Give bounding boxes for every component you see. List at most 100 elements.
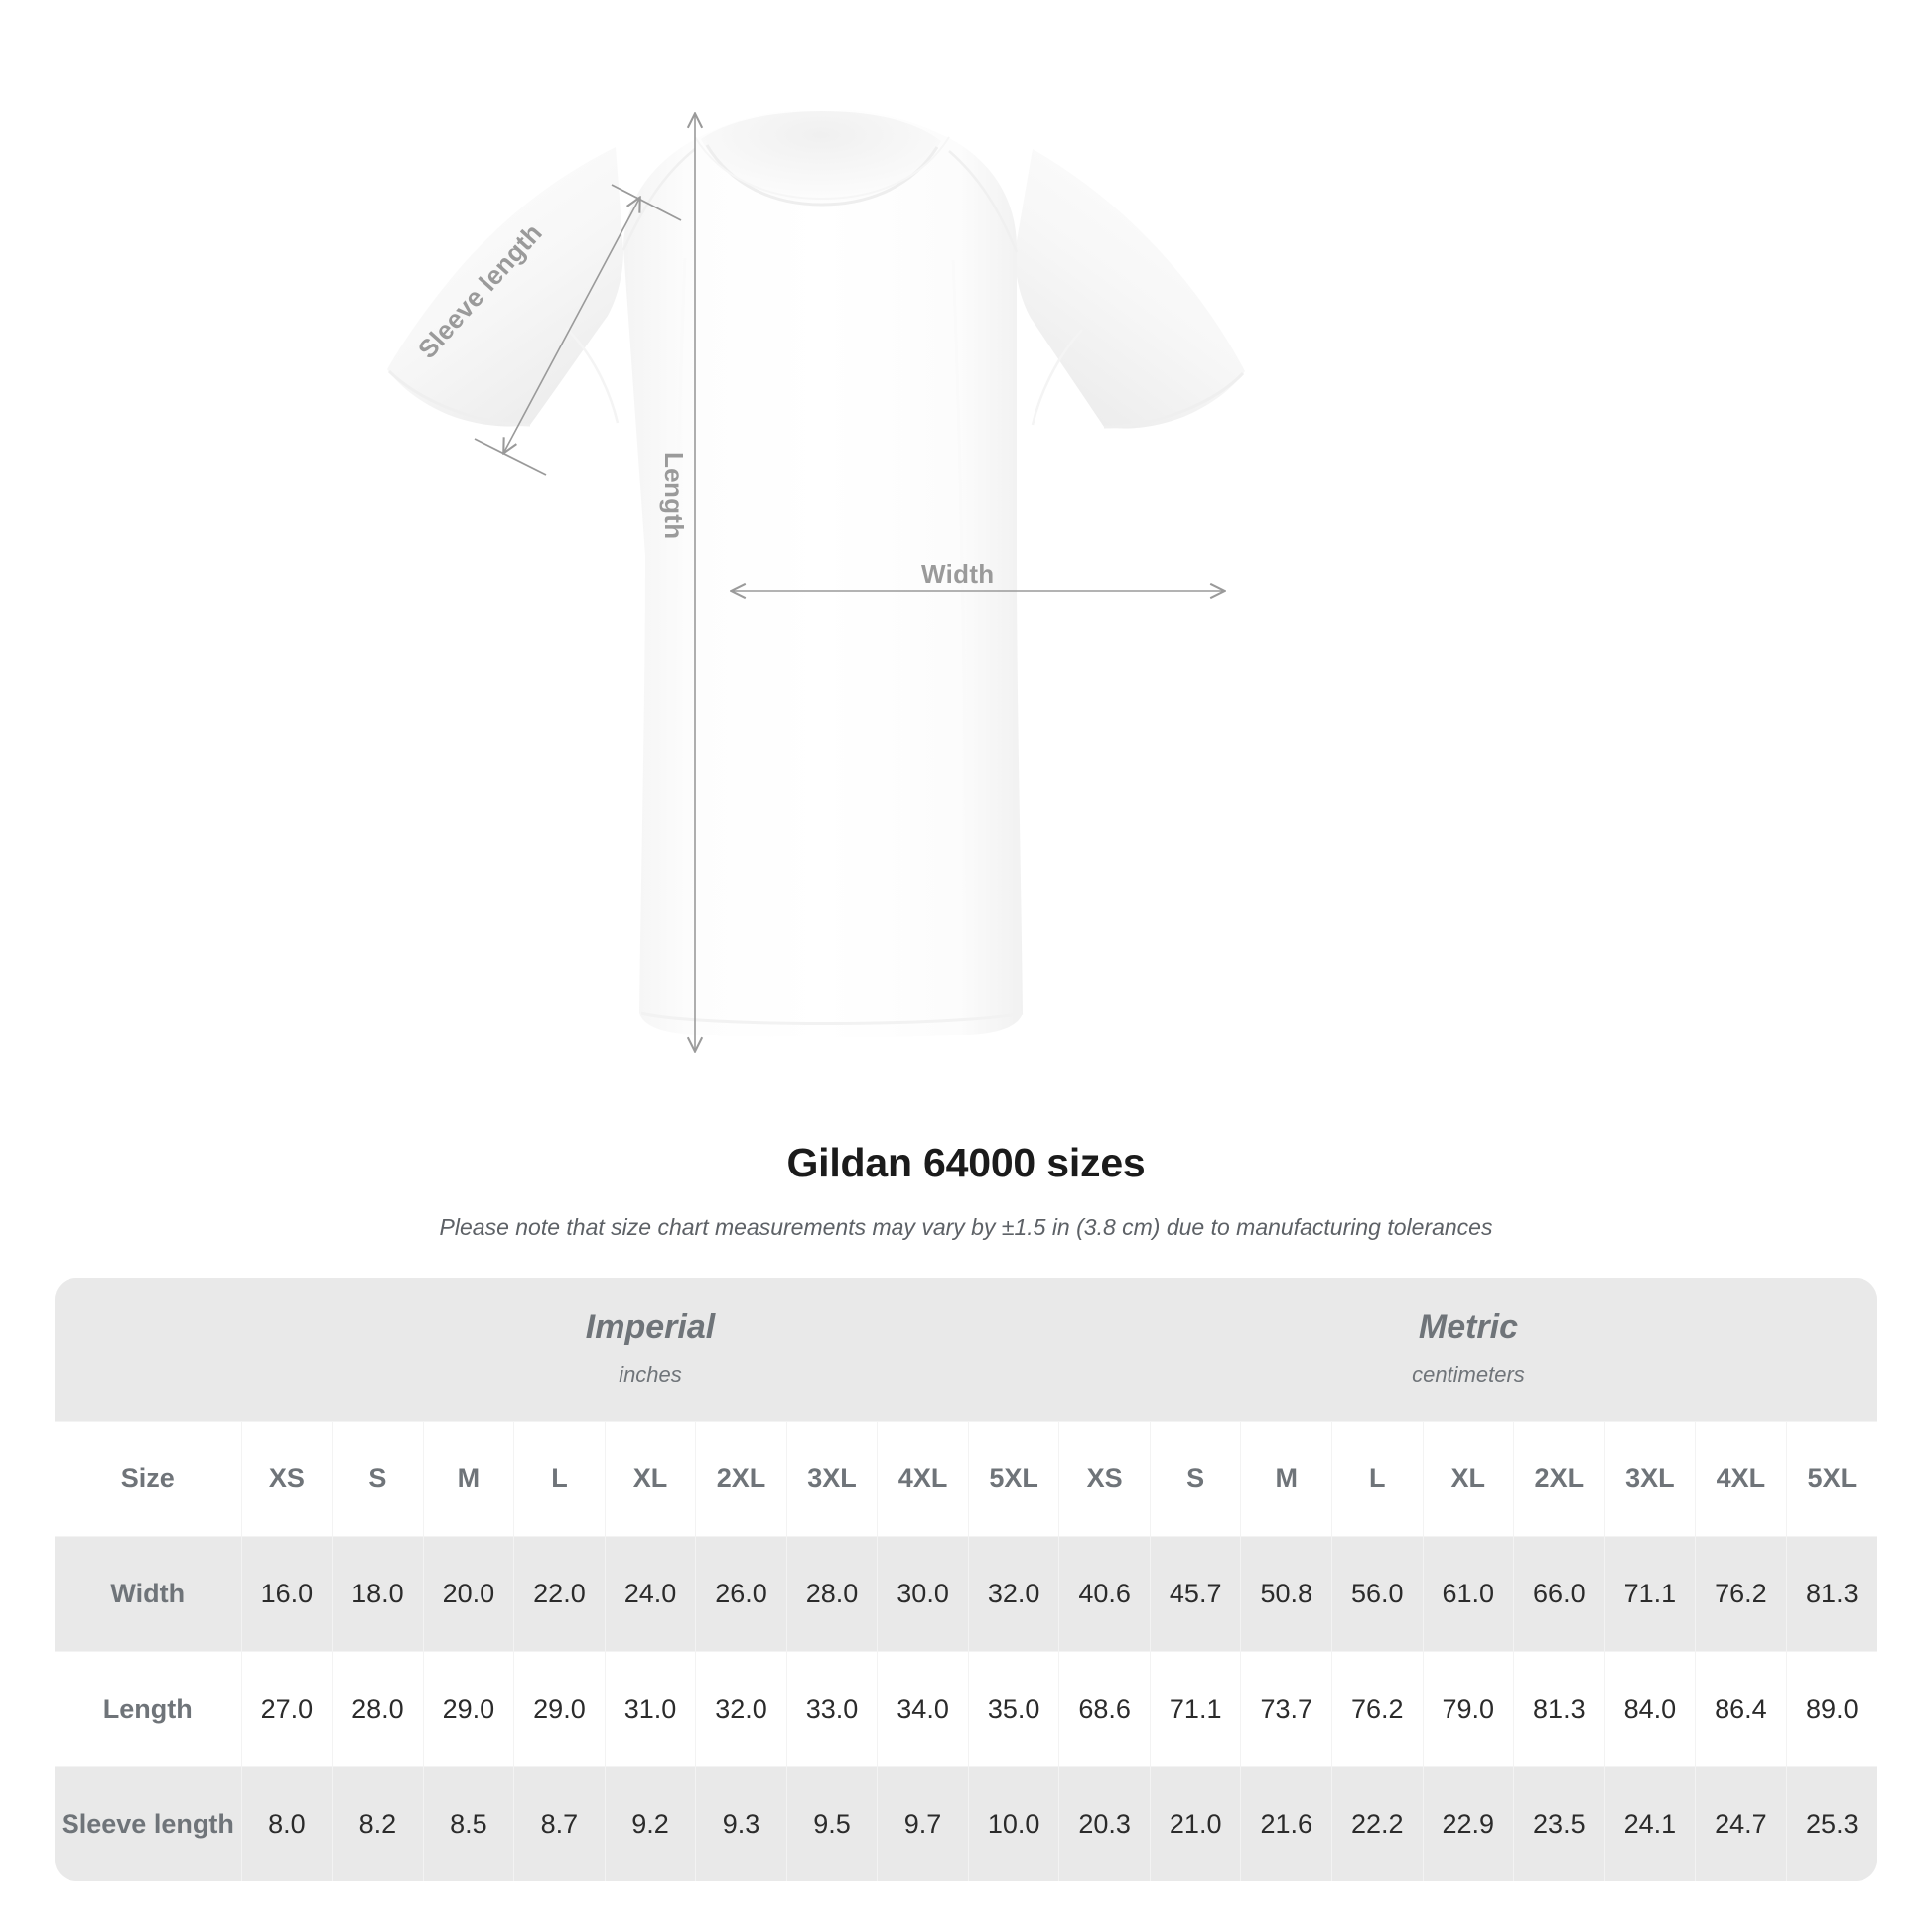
cell-sleeve-metric-3xl: 24.1	[1603, 1765, 1696, 1881]
size-table-container: Imperial inches Metric centimeters Size …	[55, 1278, 1877, 1881]
cell-length-imperial-5xl: 35.0	[967, 1650, 1059, 1766]
size-col-metric-2xl: 2XL	[1513, 1420, 1605, 1536]
size-col-metric-s: S	[1149, 1420, 1241, 1536]
size-header-row: Size XS S M L XL 2XL 3XL 4XL 5XL XS S M …	[55, 1420, 1877, 1536]
dimension-guides	[474, 115, 1223, 1050]
size-col-imperial-s: S	[332, 1420, 424, 1536]
cell-sleeve-imperial-m: 8.5	[422, 1765, 514, 1881]
unit-group-imperial-name: Imperial	[585, 1308, 716, 1346]
table-row: Length 27.0 28.0 29.0 29.0 31.0 32.0 33.…	[55, 1650, 1877, 1766]
size-col-imperial-5xl: 5XL	[967, 1420, 1059, 1536]
sleeve-tick-upper	[611, 184, 682, 221]
cell-width-imperial-5xl: 32.0	[967, 1535, 1059, 1651]
cell-length-imperial-4xl: 34.0	[877, 1650, 969, 1766]
cell-width-metric-3xl: 71.1	[1603, 1535, 1696, 1651]
cell-sleeve-metric-s: 21.0	[1149, 1765, 1241, 1881]
cell-width-imperial-l: 22.0	[513, 1535, 606, 1651]
cell-length-metric-l: 76.2	[1330, 1650, 1424, 1766]
cell-length-imperial-m: 29.0	[422, 1650, 514, 1766]
cell-sleeve-imperial-xs: 8.0	[240, 1765, 333, 1881]
unit-group-imperial-unit: inches	[619, 1361, 682, 1387]
cell-width-metric-s: 45.7	[1149, 1535, 1241, 1651]
cell-width-imperial-xs: 16.0	[240, 1535, 333, 1651]
size-col-metric-m: M	[1240, 1420, 1332, 1536]
size-col-imperial-m: M	[422, 1420, 514, 1536]
cell-width-metric-l: 56.0	[1330, 1535, 1424, 1651]
cell-length-metric-xl: 79.0	[1422, 1650, 1514, 1766]
width-label: Width	[921, 559, 995, 589]
cell-sleeve-metric-l: 22.2	[1330, 1765, 1424, 1881]
size-col-imperial-l: L	[513, 1420, 606, 1536]
cell-sleeve-imperial-s: 8.2	[332, 1765, 424, 1881]
cell-sleeve-metric-xl: 22.9	[1422, 1765, 1514, 1881]
cell-width-imperial-3xl: 28.0	[785, 1535, 878, 1651]
chart-title-block: Gildan 64000 sizes Please note that size…	[0, 1140, 1932, 1241]
size-col-imperial-xs: XS	[240, 1420, 333, 1536]
size-col-metric-xs: XS	[1058, 1420, 1151, 1536]
cell-length-imperial-s: 28.0	[332, 1650, 424, 1766]
size-table: Imperial inches Metric centimeters Size …	[55, 1278, 1877, 1881]
cell-sleeve-metric-xs: 20.3	[1058, 1765, 1151, 1881]
cell-sleeve-imperial-xl: 9.2	[604, 1765, 696, 1881]
cell-width-metric-xl: 61.0	[1422, 1535, 1514, 1651]
tshirt-svg	[387, 109, 1245, 1097]
page-title: Gildan 64000 sizes	[786, 1140, 1146, 1185]
cell-width-imperial-4xl: 30.0	[877, 1535, 969, 1651]
size-col-imperial-4xl: 4XL	[877, 1420, 969, 1536]
unit-spacer	[55, 1278, 242, 1421]
size-col-metric-xl: XL	[1422, 1420, 1514, 1536]
cell-width-metric-5xl: 81.3	[1785, 1535, 1877, 1651]
unit-group-metric: Metric centimeters	[1058, 1278, 1877, 1421]
cell-length-imperial-2xl: 32.0	[695, 1650, 787, 1766]
size-col-metric-3xl: 3XL	[1603, 1420, 1696, 1536]
unit-group-metric-name: Metric	[1418, 1308, 1519, 1346]
cell-length-metric-2xl: 81.3	[1513, 1650, 1605, 1766]
size-col-metric-l: L	[1330, 1420, 1424, 1536]
cell-sleeve-imperial-4xl: 9.7	[877, 1765, 969, 1881]
row-label-sleeve-length: Sleeve length	[55, 1765, 242, 1881]
cell-sleeve-imperial-2xl: 9.3	[695, 1765, 787, 1881]
tolerance-note: Please note that size chart measurements…	[439, 1214, 1493, 1240]
cell-sleeve-metric-2xl: 23.5	[1513, 1765, 1605, 1881]
cell-width-imperial-2xl: 26.0	[695, 1535, 787, 1651]
cell-width-metric-4xl: 76.2	[1695, 1535, 1787, 1651]
cell-width-imperial-xl: 24.0	[604, 1535, 696, 1651]
sleeve-dimension-line	[504, 199, 639, 452]
row-label-length: Length	[55, 1650, 242, 1766]
size-col-imperial-3xl: 3XL	[785, 1420, 878, 1536]
cell-length-imperial-l: 29.0	[513, 1650, 606, 1766]
tshirt-measurement-illustration: Sleeve length Length Width	[387, 109, 1245, 1097]
unit-group-metric-unit: centimeters	[1412, 1361, 1525, 1387]
size-col-imperial-2xl: 2XL	[695, 1420, 787, 1536]
table-row: Width 16.0 18.0 20.0 22.0 24.0 26.0 28.0…	[55, 1535, 1877, 1651]
cell-sleeve-metric-m: 21.6	[1240, 1765, 1332, 1881]
size-col-imperial-xl: XL	[604, 1420, 696, 1536]
cell-length-metric-m: 73.7	[1240, 1650, 1332, 1766]
size-header-label: Size	[55, 1420, 242, 1536]
cell-sleeve-imperial-l: 8.7	[513, 1765, 606, 1881]
size-col-metric-5xl: 5XL	[1785, 1420, 1877, 1536]
unit-group-row: Imperial inches Metric centimeters	[55, 1278, 1877, 1421]
row-label-width: Width	[55, 1535, 242, 1651]
cell-width-imperial-m: 20.0	[422, 1535, 514, 1651]
cell-length-metric-xs: 68.6	[1058, 1650, 1151, 1766]
cell-length-metric-5xl: 89.0	[1785, 1650, 1877, 1766]
cell-sleeve-imperial-3xl: 9.5	[785, 1765, 878, 1881]
unit-group-imperial: Imperial inches	[241, 1278, 1059, 1421]
cell-length-imperial-xs: 27.0	[240, 1650, 333, 1766]
cell-length-imperial-xl: 31.0	[604, 1650, 696, 1766]
cell-width-metric-xs: 40.6	[1058, 1535, 1151, 1651]
cell-width-metric-m: 50.8	[1240, 1535, 1332, 1651]
cell-width-metric-2xl: 66.0	[1513, 1535, 1605, 1651]
cell-length-imperial-3xl: 33.0	[785, 1650, 878, 1766]
cell-sleeve-metric-4xl: 24.7	[1695, 1765, 1787, 1881]
length-label: Length	[659, 452, 689, 540]
size-col-metric-4xl: 4XL	[1695, 1420, 1787, 1536]
cell-length-metric-s: 71.1	[1149, 1650, 1241, 1766]
cell-width-imperial-s: 18.0	[332, 1535, 424, 1651]
sleeve-tick-lower	[474, 438, 547, 476]
cell-sleeve-imperial-5xl: 10.0	[967, 1765, 1059, 1881]
cell-sleeve-metric-5xl: 25.3	[1785, 1765, 1877, 1881]
cell-length-metric-4xl: 86.4	[1695, 1650, 1787, 1766]
